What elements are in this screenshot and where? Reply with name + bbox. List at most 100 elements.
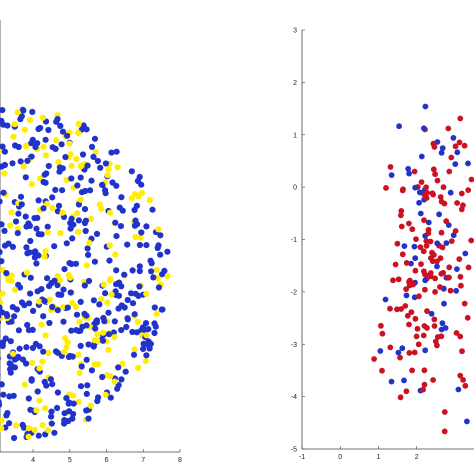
yellow-point xyxy=(36,397,43,404)
red-point xyxy=(402,303,409,309)
red-point xyxy=(411,349,418,356)
blue-point xyxy=(112,219,119,226)
blue-point xyxy=(46,283,53,290)
blue-point xyxy=(85,341,92,348)
blue-point xyxy=(48,420,55,427)
blue-point xyxy=(45,126,52,134)
blue-point xyxy=(83,407,90,414)
blue-point xyxy=(60,318,67,325)
red-point xyxy=(415,341,422,348)
blue-point xyxy=(3,412,10,419)
blue-point xyxy=(110,329,117,336)
x-tick-label: -1 xyxy=(299,454,305,461)
red-point xyxy=(379,367,385,374)
yellow-point xyxy=(153,266,160,274)
blue-point xyxy=(40,313,47,320)
red-point xyxy=(441,409,448,415)
blue-point xyxy=(15,327,22,334)
blue-point xyxy=(68,260,75,268)
blue-point xyxy=(136,263,143,270)
blue-point xyxy=(122,368,129,375)
blue-point xyxy=(132,217,139,224)
red-point xyxy=(458,282,464,289)
blue-point xyxy=(68,175,75,182)
red-point xyxy=(457,333,464,340)
blue-point xyxy=(2,335,9,342)
blue-point xyxy=(84,382,91,389)
blue-point xyxy=(155,284,162,291)
yellow-point xyxy=(1,170,8,177)
red-point xyxy=(421,381,428,388)
x-tick-label: 7 xyxy=(141,457,145,464)
blue-point xyxy=(118,302,125,309)
blue-point xyxy=(68,215,75,222)
blue-point xyxy=(84,162,91,169)
yellow-point xyxy=(8,272,15,279)
red-point xyxy=(431,323,438,329)
blue-point xyxy=(54,349,61,356)
yellow-point xyxy=(56,277,64,284)
y-tick-label: -2 xyxy=(291,289,297,296)
blue-point xyxy=(26,249,33,256)
yellow-point xyxy=(42,248,49,255)
blue-point xyxy=(91,258,98,265)
red-point xyxy=(409,226,416,233)
red-point xyxy=(438,333,445,340)
blue-point xyxy=(0,107,6,114)
yellow-point xyxy=(66,140,73,147)
blue-point xyxy=(150,274,157,281)
blue-point xyxy=(93,319,100,326)
blue-point xyxy=(73,311,81,318)
yellow-point xyxy=(104,299,111,306)
blue-point xyxy=(27,290,34,297)
blue-point xyxy=(54,307,61,314)
blue-point xyxy=(28,140,35,147)
blue-point xyxy=(148,268,155,275)
blue-point xyxy=(83,356,90,363)
blue-point xyxy=(131,222,138,229)
blue-point xyxy=(377,348,384,354)
yellow-point xyxy=(49,205,56,212)
red-point xyxy=(457,115,464,122)
yellow-point xyxy=(42,332,49,339)
yellow-point xyxy=(0,417,5,424)
red-point xyxy=(420,248,427,255)
x-tick-label: 0 xyxy=(338,454,342,461)
blue-point xyxy=(118,327,125,334)
blue-point xyxy=(29,344,36,352)
red-point xyxy=(430,191,436,198)
blue-point xyxy=(396,123,402,130)
blue-point xyxy=(133,329,140,336)
blue-point xyxy=(7,338,14,345)
red-point xyxy=(440,269,446,276)
yellow-point xyxy=(74,210,81,217)
yellow-point xyxy=(94,338,101,345)
y-tick-label: -5 xyxy=(291,447,297,454)
red-point xyxy=(440,184,447,191)
blue-point xyxy=(27,274,34,281)
yellow-point xyxy=(64,339,71,346)
blue-point xyxy=(0,193,1,198)
x-tick-label: 5 xyxy=(68,457,72,464)
blue-point xyxy=(105,309,112,316)
yellow-point xyxy=(23,269,31,276)
yellow-point xyxy=(8,209,15,216)
y-tick-label: 2 xyxy=(293,80,297,87)
blue-point xyxy=(19,421,26,428)
yellow-point xyxy=(106,277,113,284)
blue-point xyxy=(102,187,109,194)
blue-point xyxy=(91,135,99,142)
blue-point xyxy=(416,199,422,206)
blue-point xyxy=(124,316,131,323)
blue-point xyxy=(55,202,63,209)
blue-point xyxy=(75,217,82,224)
blue-point xyxy=(412,184,419,191)
blue-point xyxy=(422,277,429,284)
blue-point xyxy=(54,282,61,289)
blue-point xyxy=(428,310,435,317)
blue-point xyxy=(454,266,460,272)
red-point xyxy=(443,218,450,225)
red-point xyxy=(430,166,437,173)
yellow-point xyxy=(75,228,82,235)
blue-point xyxy=(139,324,146,331)
